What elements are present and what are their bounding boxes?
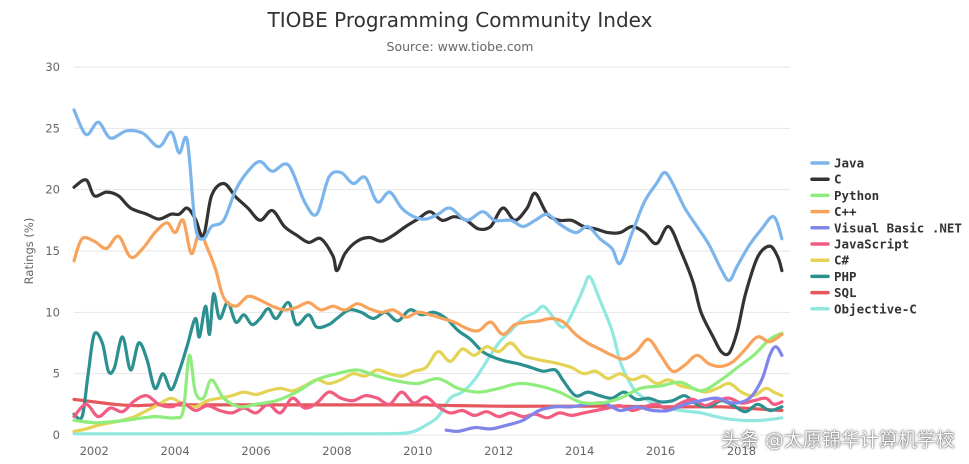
y-tick-label: 25 xyxy=(45,121,60,135)
legend-label-c: C# xyxy=(834,253,850,268)
y-axis-label: Ratings (%) xyxy=(22,218,36,285)
legend-label-c: C xyxy=(834,172,842,187)
y-tick-label: 5 xyxy=(53,367,60,381)
series-line-c xyxy=(72,178,784,357)
legend-label-php: PHP xyxy=(834,269,857,284)
chart-title: TIOBE Programming Community Index xyxy=(267,8,653,32)
legend-label-javascript: JavaScript xyxy=(834,237,909,252)
y-tick-label: 0 xyxy=(53,428,60,442)
x-tick-label: 2004 xyxy=(160,444,189,458)
x-tick-label: 2012 xyxy=(484,444,513,458)
series-line-visual-basic-net xyxy=(444,345,784,433)
series-group xyxy=(72,108,784,436)
x-tick-label: 2014 xyxy=(565,444,594,458)
legend-label-python: Python xyxy=(834,188,879,203)
series-line-objective-c xyxy=(72,274,784,436)
y-tick-label: 15 xyxy=(45,244,60,258)
x-tick-label: 2008 xyxy=(322,444,351,458)
series-line-php xyxy=(72,292,784,421)
series-line-c xyxy=(72,341,784,433)
series-line-java xyxy=(72,108,784,283)
axis-ticks: 0 5 10 15 20 25 30 2002 2004 2006 2008 2010 2012 2014… xyxy=(45,60,756,458)
legend-label-visual-basic-net: Visual Basic .NET xyxy=(834,220,962,235)
y-tick-label: 10 xyxy=(45,305,60,319)
legend-label-sql: SQL xyxy=(834,285,857,300)
legend-label-c: C++ xyxy=(834,204,857,219)
y-tick-label: 30 xyxy=(45,60,60,74)
watermark: 头条 @太原锦华计算机学校 xyxy=(720,429,955,451)
x-tick-label: 2018 xyxy=(727,444,756,458)
y-tick-label: 20 xyxy=(45,183,60,197)
x-tick-label: 2006 xyxy=(241,444,270,458)
legend-label-java: Java xyxy=(834,156,864,171)
x-tick-label: 2002 xyxy=(80,444,109,458)
legend-label-objective-c: Objective-C xyxy=(834,301,917,316)
series-line-python xyxy=(72,331,784,425)
chart-subtitle: Source: www.tiobe.com xyxy=(387,39,534,54)
x-tick-label: 2016 xyxy=(646,444,675,458)
series-line-c xyxy=(72,218,784,374)
x-tick-label: 2010 xyxy=(403,444,432,458)
